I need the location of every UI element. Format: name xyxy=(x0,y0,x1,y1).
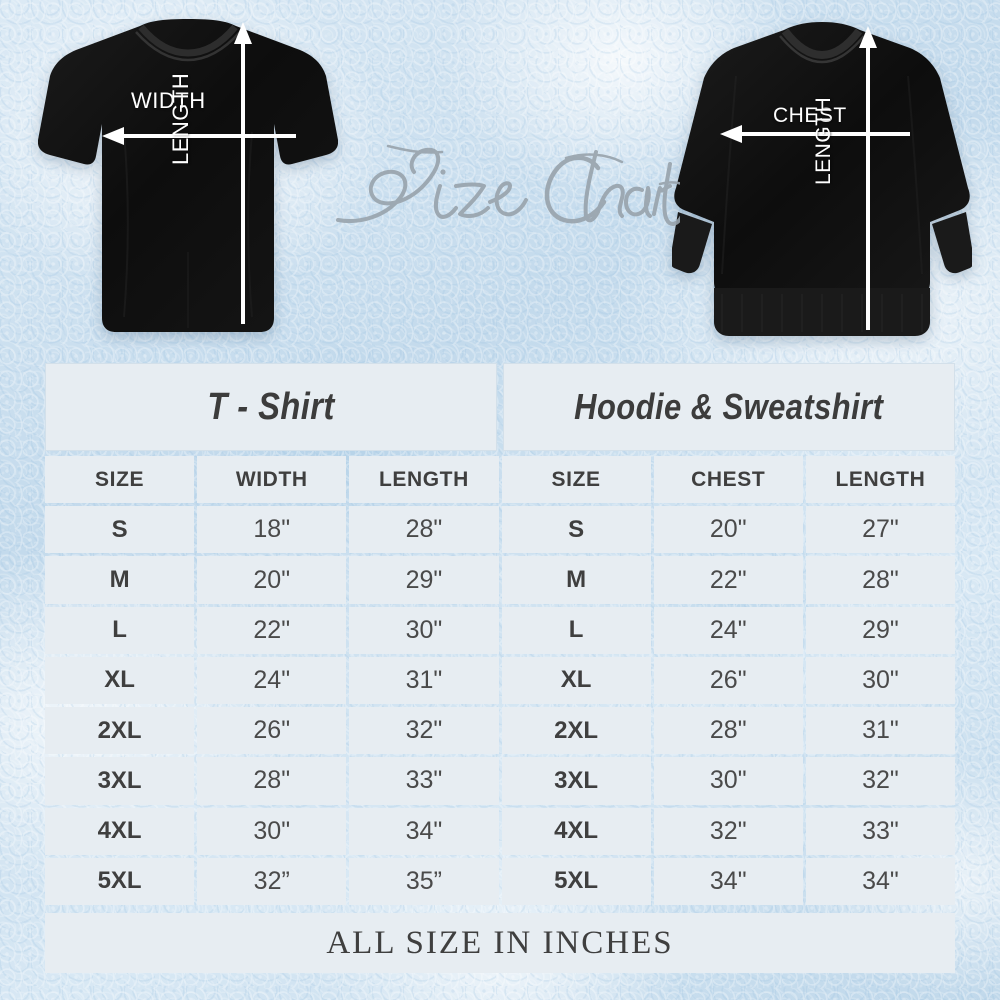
tshirt-table-title-cell: T - Shirt xyxy=(45,363,497,451)
hoodie-table-title-cell: Hoodie & Sweatshirt xyxy=(503,363,955,451)
hoodie-table-title: Hoodie & Sweatshirt xyxy=(574,386,884,427)
size-chart-table: T - Shirt Hoodie & Sweatshirt SIZE WIDTH… xyxy=(45,363,955,973)
table-row: XL xyxy=(45,656,195,705)
table-row: 24" xyxy=(653,606,803,654)
table-row: 22" xyxy=(197,606,347,654)
hoodie-length-label: LENGTH xyxy=(812,96,835,185)
table-row: 2XL xyxy=(501,707,651,755)
header-hoodie-size: SIZE xyxy=(501,456,651,504)
units-footer-row: ALL SIZE IN INCHES xyxy=(45,913,955,973)
table-row: 31" xyxy=(805,707,955,755)
table-row: 32" xyxy=(349,707,499,755)
table-row: 20" xyxy=(197,556,347,604)
table-row: 28" xyxy=(349,506,499,554)
t-shirt-illustration xyxy=(38,12,338,348)
header-tshirt-size: SIZE xyxy=(45,456,195,504)
table-row: 28" xyxy=(805,556,955,604)
table-row: 30" xyxy=(805,656,955,705)
table-row: 30" xyxy=(349,606,499,654)
table-row: 34" xyxy=(805,857,955,905)
table-row: 29" xyxy=(349,556,499,604)
table-row: S xyxy=(45,506,195,554)
size-grid: SIZE WIDTH LENGTH SIZE CHEST LENGTH S 18… xyxy=(45,456,955,905)
t-shirt-length-label: LENGTH xyxy=(168,72,193,165)
table-row: 33" xyxy=(349,757,499,805)
table-row: 3XL xyxy=(501,757,651,805)
table-row: 3XL xyxy=(45,757,195,805)
table-row: L xyxy=(501,606,651,654)
table-row: 34" xyxy=(349,807,499,855)
table-row: 4XL xyxy=(501,807,651,855)
table-row: XL xyxy=(501,656,651,705)
table-row: 33" xyxy=(805,807,955,855)
table-row: 20" xyxy=(653,506,803,554)
table-row: M xyxy=(45,556,195,604)
hoodie-sweatshirt-illustration xyxy=(672,16,972,346)
header-tshirt-width: WIDTH xyxy=(197,456,347,504)
table-row: 34" xyxy=(653,857,803,905)
table-titles-row: T - Shirt Hoodie & Sweatshirt xyxy=(45,363,955,451)
table-row: 22" xyxy=(653,556,803,604)
table-row: 26" xyxy=(197,707,347,755)
table-row: 2XL xyxy=(45,707,195,755)
table-row: 29" xyxy=(805,606,955,654)
tshirt-table-title: T - Shirt xyxy=(207,385,335,428)
table-row: 24" xyxy=(197,656,347,705)
table-row: 32" xyxy=(653,807,803,855)
table-row: 30" xyxy=(653,757,803,805)
table-row: 28" xyxy=(197,757,347,805)
t-shirt-width-label: WIDTH xyxy=(131,88,206,113)
table-row: 35” xyxy=(349,857,499,905)
table-row: 32” xyxy=(197,857,347,905)
header-hoodie-length: LENGTH xyxy=(805,456,955,504)
header-tshirt-length: LENGTH xyxy=(349,456,499,504)
table-row: 26" xyxy=(653,656,803,705)
table-row: 18" xyxy=(197,506,347,554)
table-row: 27" xyxy=(805,506,955,554)
table-row: 30" xyxy=(197,807,347,855)
header-hoodie-chest: CHEST xyxy=(653,456,803,504)
table-row: 31" xyxy=(349,656,499,705)
table-row: 4XL xyxy=(45,807,195,855)
table-row: 28" xyxy=(653,707,803,755)
table-row: M xyxy=(501,556,651,604)
size-chart-watermark xyxy=(330,128,680,248)
table-row: 5XL xyxy=(501,857,651,905)
table-row: L xyxy=(45,606,195,654)
table-row: 5XL xyxy=(45,857,195,905)
table-row: 32" xyxy=(805,757,955,805)
table-row: S xyxy=(501,506,651,554)
hoodie-chest-label: CHEST xyxy=(773,104,847,127)
units-footer-text: ALL SIZE IN INCHES xyxy=(326,924,674,961)
